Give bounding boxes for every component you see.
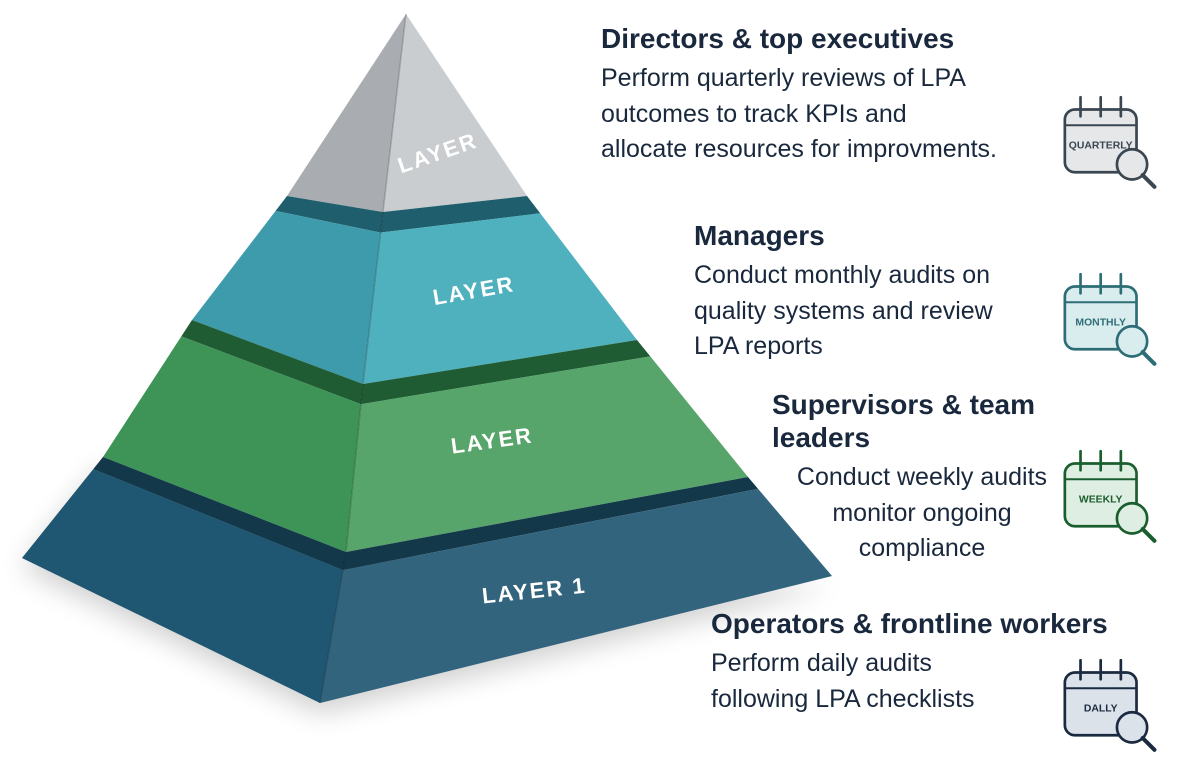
svg-text:DALLY: DALLY [1084,704,1118,715]
svg-text:MONTHLY: MONTHLY [1075,318,1126,329]
svg-text:WEEKLY: WEEKLY [1079,495,1123,506]
svg-text:QUARTERLY: QUARTERLY [1069,141,1133,152]
